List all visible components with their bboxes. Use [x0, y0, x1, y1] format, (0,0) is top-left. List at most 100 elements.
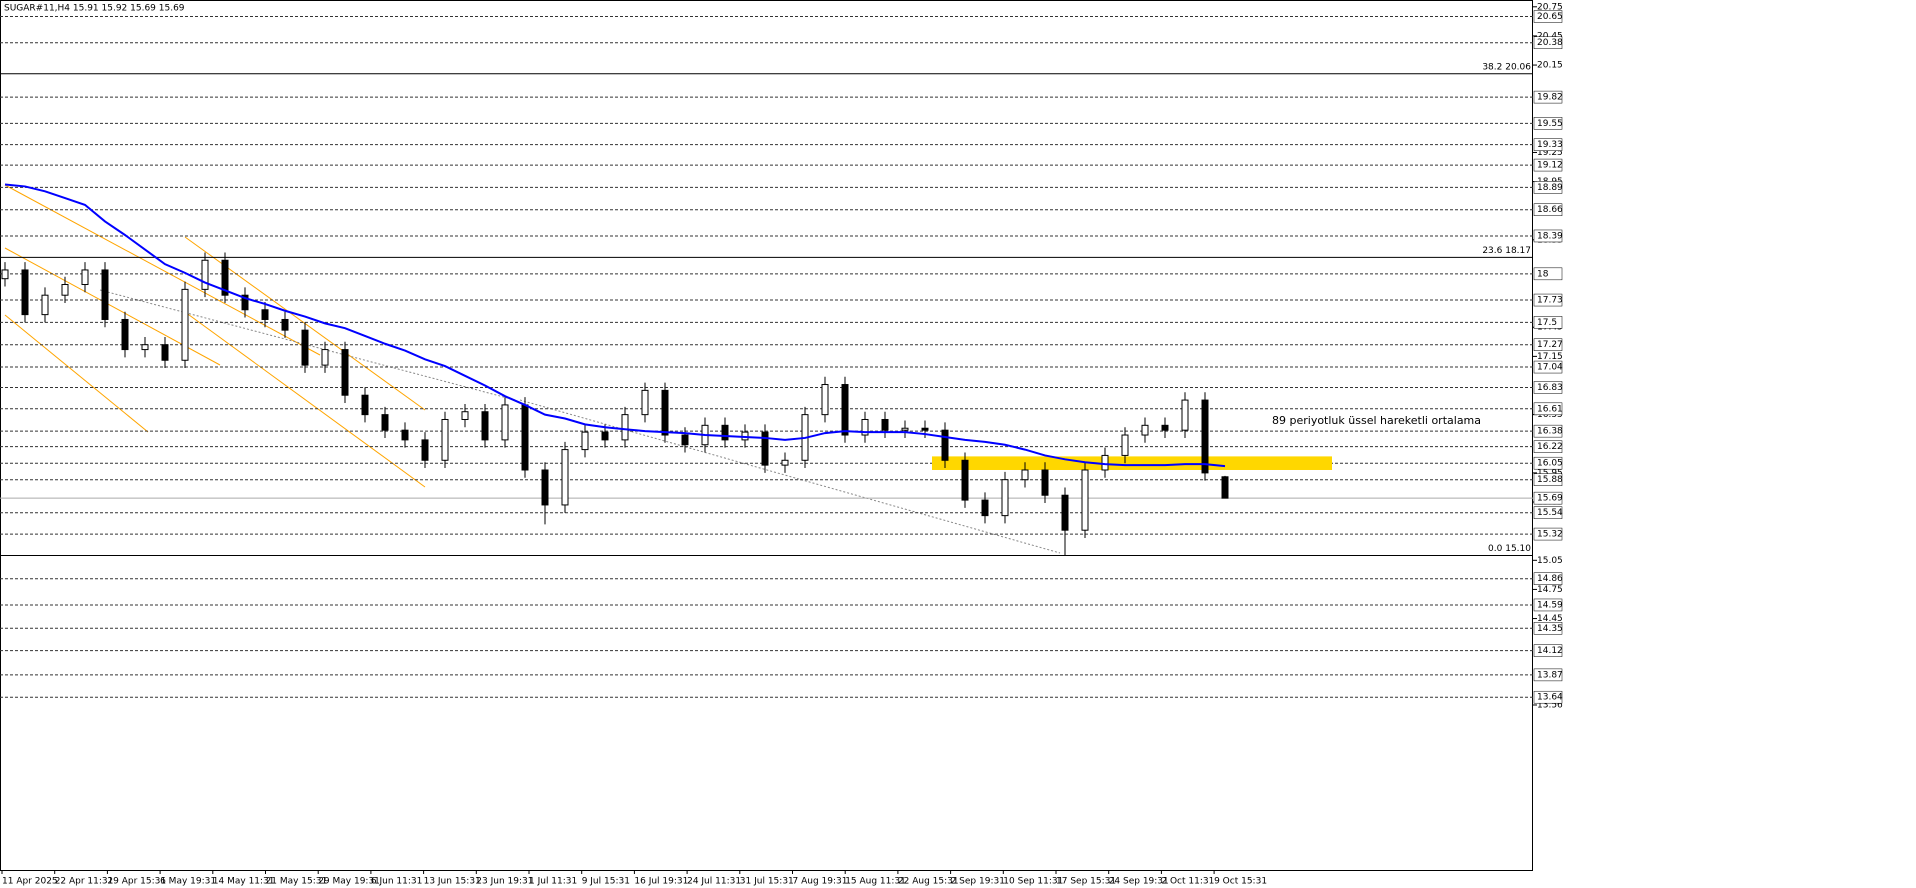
level-label-box — [1533, 506, 1563, 519]
candle-body — [481, 411, 489, 441]
candle-body — [541, 469, 549, 506]
candle-body — [961, 459, 969, 501]
level-label-box — [1533, 572, 1563, 585]
candle-body — [241, 294, 249, 311]
candle-body — [321, 349, 329, 366]
candle-body — [1081, 469, 1089, 531]
candle-body — [421, 439, 429, 461]
level-label-box — [1533, 440, 1563, 453]
trend-lines — [99, 289, 1061, 554]
x-tick-label: 11 Apr 2025 — [2, 877, 58, 887]
level-label: 17.27 — [1537, 340, 1563, 350]
level-label: 17.04 — [1537, 363, 1563, 373]
level-label-box — [1533, 158, 1563, 172]
candle-body — [501, 404, 509, 441]
level-label: 15.54 — [1537, 508, 1563, 518]
y-tick-label: 19.25 — [1537, 148, 1563, 158]
candle-body — [1221, 476, 1229, 499]
candle-body — [301, 329, 309, 366]
x-tick-label: 29 May 19:31 — [318, 877, 380, 887]
level-label-box — [1533, 644, 1563, 657]
x-tick-label: 22 Aug 15:31 — [898, 877, 959, 887]
x-tick-label: 1 Jul 11:31 — [529, 877, 577, 887]
level-label: 16.22 — [1537, 442, 1563, 452]
x-tick-label: 17 Sep 15:31 — [1056, 877, 1116, 887]
candle-body — [1121, 434, 1129, 456]
candle-body — [661, 389, 669, 436]
candle-body — [221, 259, 229, 296]
ema-line — [4, 183, 1226, 468]
fib-label: 38.2 20.06 — [1482, 62, 1531, 72]
candle-body — [41, 294, 49, 316]
candle-body — [601, 431, 609, 441]
level-label-box — [1533, 267, 1563, 281]
level-label: 19.33 — [1537, 140, 1563, 150]
candle-body — [761, 431, 769, 466]
level-label-box — [1533, 598, 1563, 612]
candle-body — [1181, 399, 1189, 431]
ema-annotation: 89 periyotluk üssel hareketli ortalama — [1272, 414, 1481, 427]
level-label-box — [1533, 90, 1563, 104]
fib-label: 0.0 15.10 — [1488, 544, 1531, 554]
level-label-box — [1533, 338, 1563, 351]
candle-body — [61, 284, 69, 296]
x-tick-label: 7 Aug 19:31 — [793, 877, 848, 887]
level-label-box — [1533, 293, 1563, 307]
candle-body — [1161, 424, 1169, 431]
y-tick-label: 16.55 — [1537, 410, 1563, 420]
candle-body — [861, 418, 869, 436]
candle-body — [981, 499, 989, 517]
candle-body — [21, 269, 29, 316]
current-price-box — [1533, 491, 1563, 505]
x-tick-label: 9 Jul 15:31 — [582, 877, 630, 887]
level-label: 15.32 — [1537, 530, 1563, 540]
y-tick-label: 14.75 — [1537, 585, 1563, 595]
candle-body — [1, 269, 9, 280]
candle-body — [81, 269, 89, 286]
level-label: 14.12 — [1537, 646, 1563, 656]
level-label: 18.89 — [1537, 183, 1563, 193]
level-label-box — [1533, 203, 1563, 216]
candle-body — [1201, 399, 1209, 474]
level-label-box — [1533, 316, 1563, 329]
candle-body — [381, 414, 389, 431]
candle-body — [1041, 469, 1049, 496]
candle-body — [1101, 454, 1109, 471]
fib-label: 23.6 18.17 — [1482, 246, 1531, 256]
level-label: 18.39 — [1537, 231, 1563, 241]
x-tick-label: 6 Jun 11:31 — [371, 877, 422, 887]
candle-body — [681, 434, 689, 446]
support-zone — [932, 456, 1332, 470]
x-tick-label: 21 May 15:31 — [266, 877, 328, 887]
y-tick-label: 15.95 — [1537, 468, 1563, 478]
x-tick-label: 23 Jun 19:31 — [476, 877, 533, 887]
candle-body — [261, 309, 269, 320]
level-label: 14.59 — [1537, 600, 1563, 610]
candle-body — [441, 418, 449, 461]
candle-body — [1001, 479, 1009, 517]
y-tick-label: 14.45 — [1537, 614, 1563, 624]
level-label: 16.38 — [1537, 427, 1563, 437]
candle-body — [1021, 469, 1029, 481]
candle-body — [141, 344, 149, 351]
level-label: 18 — [1537, 269, 1549, 279]
candle-body — [201, 259, 209, 290]
y-tick-label: 20.75 — [1537, 2, 1563, 12]
level-label: 15.88 — [1537, 475, 1563, 485]
level-label-box — [1533, 473, 1563, 486]
x-tick-label: 24 Sep 19:31 — [1109, 877, 1169, 887]
level-label-box — [1533, 10, 1563, 23]
x-tick-label: 24 Jul 11:31 — [687, 877, 741, 887]
x-tick-label: 22 Apr 11:31 — [55, 877, 114, 887]
candle-body — [341, 349, 349, 396]
candle-body — [821, 384, 829, 416]
candle-body — [181, 288, 189, 361]
level-label-box — [1533, 527, 1563, 541]
candle-body — [641, 389, 649, 416]
level-label-box — [1533, 424, 1563, 438]
level-label: 16.83 — [1537, 383, 1563, 393]
level-label-box — [1533, 181, 1563, 194]
candle-body — [921, 427, 929, 431]
level-label-box — [1533, 381, 1563, 394]
x-tick-label: 10 Sep 11:31 — [1003, 877, 1063, 887]
